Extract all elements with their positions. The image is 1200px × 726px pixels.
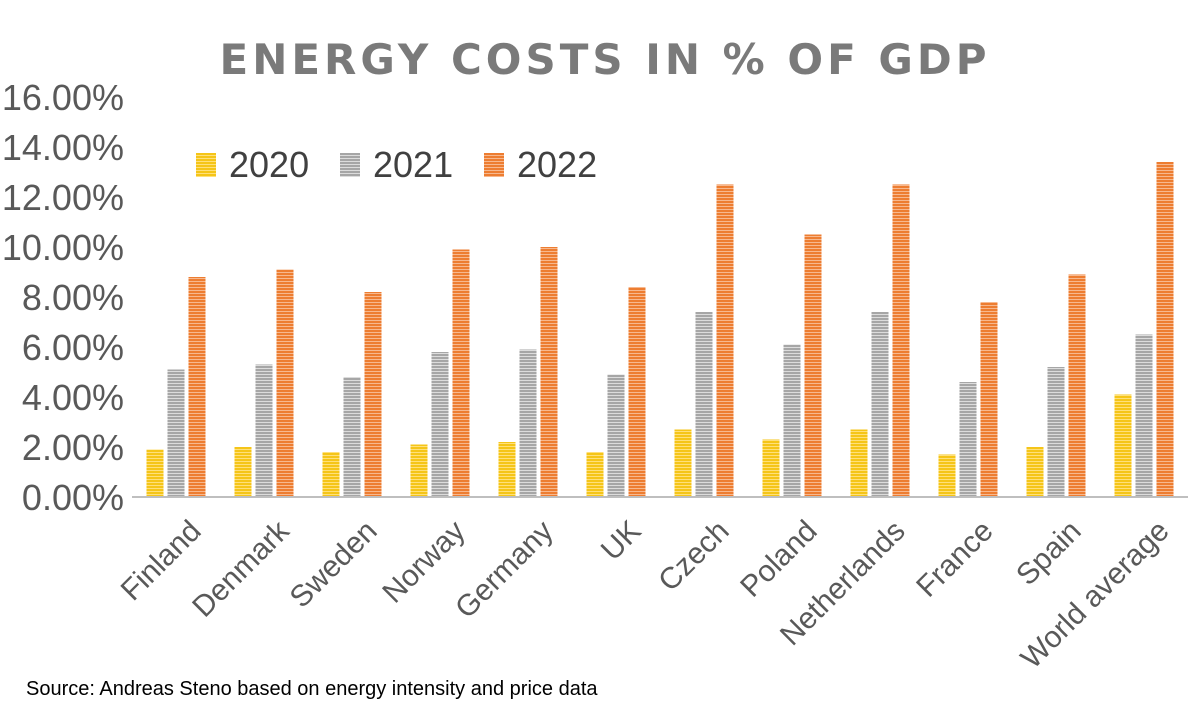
legend-label: 2021	[373, 144, 453, 185]
bar-2021-sweden	[343, 377, 361, 497]
bar-2021-czech	[695, 312, 713, 497]
x-tick-label: Denmark	[186, 514, 296, 624]
y-tick-label: 10.00%	[2, 227, 124, 268]
bar-2021-world-average	[1135, 334, 1153, 497]
x-tick-label: Poland	[734, 514, 823, 603]
bar-2020-sweden	[322, 452, 340, 497]
bar-2022-sweden	[364, 292, 382, 497]
bar-2022-world-average	[1156, 162, 1174, 497]
bar-2022-spain	[1068, 274, 1086, 497]
bar-2020-finland	[146, 449, 164, 497]
bar-2021-norway	[431, 352, 449, 497]
bar-2020-czech	[674, 429, 692, 497]
bar-2022-denmark	[276, 269, 294, 497]
legend-item-2020: 2020	[196, 144, 309, 185]
bar-2020-france	[938, 454, 956, 497]
y-tick-label: 0.00%	[22, 477, 124, 518]
legend-item-2021: 2021	[340, 144, 453, 185]
legend-swatch	[196, 153, 216, 177]
bar-2022-netherlands	[892, 184, 910, 497]
y-tick-label: 8.00%	[22, 277, 124, 318]
bars-group	[146, 162, 1174, 497]
y-axis: 0.00% 2.00% 4.00% 6.00% 8.00% 10.00% 12.00% 14.…	[2, 77, 124, 518]
bar-2022-finland	[188, 277, 206, 497]
bar-2022-poland	[804, 234, 822, 497]
x-tick-label: Spain	[1010, 514, 1088, 592]
bar-2021-denmark	[255, 364, 273, 497]
bar-2022-norway	[452, 249, 470, 497]
source-note: Source: Andreas Steno based on energy in…	[26, 678, 598, 700]
legend-item-2022: 2022	[484, 144, 597, 185]
x-tick-label: UK	[595, 514, 648, 567]
legend-swatch	[340, 153, 360, 177]
bar-2020-spain	[1026, 447, 1044, 497]
chart-title: ENERGY COSTS IN % OF GDP	[220, 35, 991, 84]
x-tick-label: Germany	[449, 514, 560, 625]
x-tick-label: Sweden	[284, 514, 384, 614]
bar-2021-poland	[783, 344, 801, 497]
y-tick-label: 2.00%	[22, 427, 124, 468]
legend-label: 2020	[229, 144, 309, 185]
y-tick-label: 4.00%	[22, 377, 124, 418]
x-tick-label: France	[910, 514, 999, 603]
bar-2020-uk	[586, 452, 604, 497]
bar-2021-germany	[519, 349, 537, 497]
y-tick-label: 6.00%	[22, 327, 124, 368]
bar-2021-netherlands	[871, 312, 889, 497]
bar-2022-germany	[540, 247, 558, 497]
y-tick-label: 12.00%	[2, 177, 124, 218]
bar-2021-spain	[1047, 367, 1065, 497]
bar-2022-czech	[716, 184, 734, 497]
bar-2021-finland	[167, 369, 185, 497]
bar-2020-denmark	[234, 447, 252, 497]
y-tick-label: 16.00%	[2, 77, 124, 118]
legend-label: 2022	[517, 144, 597, 185]
legend: 2020 2021 2022	[196, 144, 597, 185]
y-tick-label: 14.00%	[2, 127, 124, 168]
legend-swatch	[484, 153, 504, 177]
bar-2021-uk	[607, 374, 625, 497]
bar-2020-germany	[498, 442, 516, 497]
bar-2020-netherlands	[850, 429, 868, 497]
bar-2021-france	[959, 382, 977, 497]
bar-2022-france	[980, 302, 998, 497]
bar-2020-poland	[762, 439, 780, 497]
x-tick-label: Czech	[652, 514, 735, 597]
bar-2020-world-average	[1114, 394, 1132, 497]
bar-2020-norway	[410, 444, 428, 497]
bar-2022-uk	[628, 287, 646, 497]
